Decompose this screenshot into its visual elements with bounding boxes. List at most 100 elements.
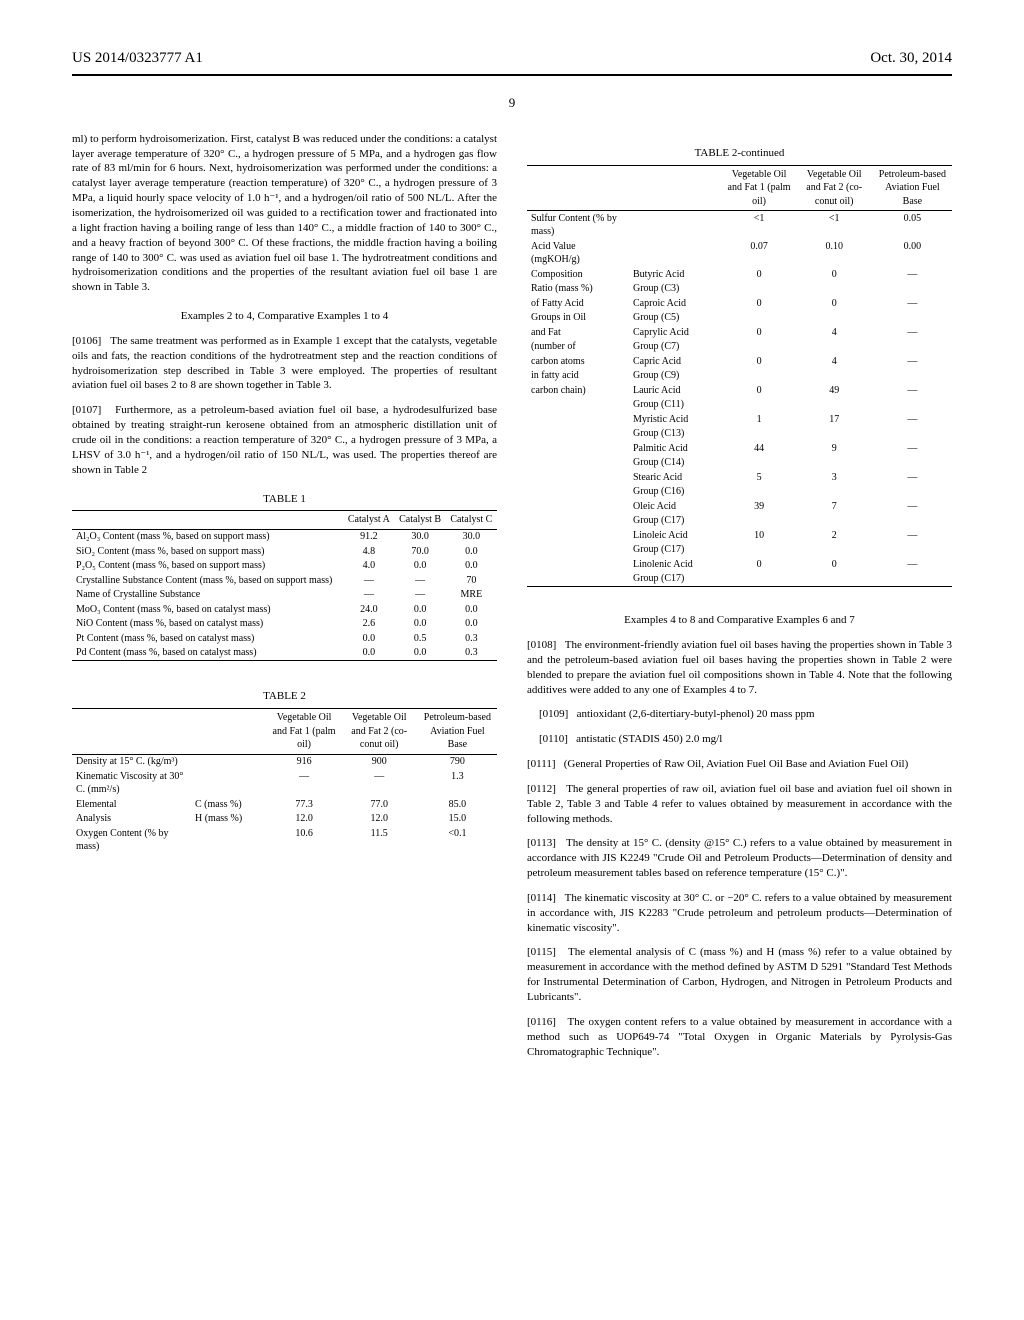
th [527,165,629,211]
table-row: Group (C13) [527,427,952,442]
th [72,511,343,530]
table-row: Group (C14) [527,456,952,471]
para-text: The oxygen content refers to a value obt… [527,1016,952,1058]
para-text: The kinematic viscosity at 30° C. or −20… [527,892,952,934]
para-number: [0108] [527,639,556,651]
para-number: [0106] [72,335,101,347]
cell: — [873,296,952,311]
cell: 0.0 [446,559,497,574]
section-heading: Examples 4 to 8 and Comparative Examples… [527,613,952,628]
cell: 70.0 [394,544,445,559]
cell: Pd Content (mass %, based on catalyst ma… [72,646,343,661]
table-row: Group (C16) [527,485,952,500]
cell: — [394,573,445,588]
cell: 77.3 [268,797,341,812]
cell: P₂O₅ Content (mass %, based on support m… [72,559,343,574]
cell: 2 [796,528,873,543]
th: Catalyst B [394,511,445,530]
cell: Lauric Acid [629,383,723,398]
cell: — [873,325,952,340]
th: Vegetable Oil and Fat 2 (co-conut oil) [341,709,418,755]
para-number: [0112] [527,783,556,795]
paragraph: [0112] The general properties of raw oil… [527,782,952,827]
para-text: The environment-friendly aviation fuel o… [527,639,952,696]
table-row: Ratio (mass %) Group (C3) [527,282,952,297]
cell: 1 [723,412,796,427]
cell [527,412,629,427]
cell [873,282,952,297]
cell: carbon chain) [527,383,629,398]
cell: 0 [723,296,796,311]
cell: Group (C16) [629,485,723,500]
cell: — [873,470,952,485]
para-number: [0109] [539,708,568,720]
cell: 85.0 [418,797,497,812]
table-2: Vegetable Oil and Fat 1 (palm oil) Veget… [72,708,497,854]
cell [723,456,796,471]
th: Vegetable Oil and Fat 1 (palm oil) [268,709,341,755]
cell: Acid Value (mgKOH/g) [527,239,629,267]
cell: Al₂O₃ Content (mass %, based on support … [72,529,343,544]
cell: 0.0 [446,544,497,559]
table-row: in fatty acid Group (C9) [527,369,952,384]
cell [629,211,723,240]
header-left: US 2014/0323777 A1 [72,48,203,68]
para-text: The general properties of raw oil, aviat… [527,783,952,825]
cell: Group (C17) [629,543,723,558]
cell: 30.0 [394,529,445,544]
cell: 0.05 [873,211,952,240]
table-row: SiO₂ Content (mass %, based on support m… [72,544,497,559]
table-row: Pd Content (mass %, based on catalyst ma… [72,646,497,661]
cell: Pt Content (mass %, based on catalyst ma… [72,631,343,646]
table-row: (number of Group (C7) [527,340,952,355]
cell: 0 [723,325,796,340]
cell: — [873,267,952,282]
cell: carbon atoms [527,354,629,369]
paragraph: [0106] The same treatment was performed … [72,334,497,393]
cell [796,398,873,413]
cell: 0.0 [343,646,394,661]
cell [873,514,952,529]
para-number: [0107] [72,404,101,416]
cell: 30.0 [446,529,497,544]
cell: Palmitic Acid [629,441,723,456]
cell: <0.1 [418,826,497,854]
cell: MRE [446,588,497,603]
paragraph: [0111] (General Properties of Raw Oil, A… [527,757,952,772]
para-text: antistatic (STADIS 450) 2.0 mg/l [576,733,722,745]
paragraph: [0110] antistatic (STADIS 450) 2.0 mg/l [527,732,952,747]
cell: 0.0 [446,602,497,617]
cell: Butyric Acid [629,267,723,282]
cell: of Fatty Acid [527,296,629,311]
cell: Group (C7) [629,340,723,355]
cell [796,340,873,355]
para-number: [0111] [527,758,556,770]
paragraph: [0116] The oxygen content refers to a va… [527,1015,952,1060]
paragraph: [0113] The density at 15° C. (density @1… [527,836,952,881]
cell [796,543,873,558]
cell: 4 [796,325,873,340]
cell: Ratio (mass %) [527,282,629,297]
cell: — [873,354,952,369]
cell: — [341,769,418,797]
cell [796,427,873,442]
two-column-layout: ml) to perform hydroisomerization. First… [72,132,952,1070]
table-2-continued: Vegetable Oil and Fat 1 (palm oil) Veget… [527,165,952,590]
cell: 0 [723,267,796,282]
cell: Group (C11) [629,398,723,413]
header-right: Oct. 30, 2014 [870,48,952,68]
cell: Composition [527,267,629,282]
paragraph: [0114] The kinematic viscosity at 30° C.… [527,891,952,936]
table-1: Catalyst A Catalyst B Catalyst C Al₂O₃ C… [72,510,497,663]
para-number: [0110] [539,733,568,745]
cell: 1.3 [418,769,497,797]
cell: — [873,412,952,427]
cell [723,514,796,529]
cell: Group (C14) [629,456,723,471]
cell: 12.0 [268,812,341,827]
cell: Myristic Acid [629,412,723,427]
cell [527,543,629,558]
cell [527,441,629,456]
cell: 77.0 [341,797,418,812]
table-row: Group (C17) [527,543,952,558]
